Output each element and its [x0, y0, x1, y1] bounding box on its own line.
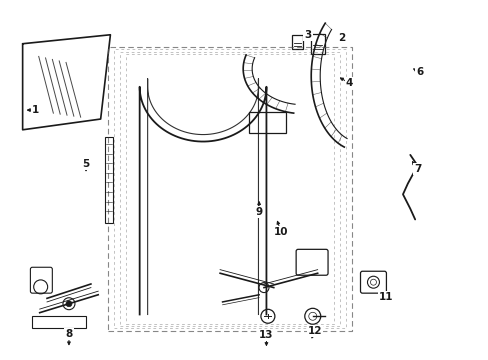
Text: 1: 1: [32, 105, 40, 115]
Text: 13: 13: [259, 330, 273, 340]
Text: 4: 4: [345, 78, 352, 88]
Circle shape: [66, 301, 72, 307]
Text: 12: 12: [307, 325, 322, 336]
Text: 7: 7: [413, 164, 421, 174]
Text: 6: 6: [416, 67, 423, 77]
Bar: [32, 316, 86, 328]
FancyBboxPatch shape: [30, 267, 52, 293]
Bar: [291, 35, 302, 49]
FancyBboxPatch shape: [296, 249, 327, 275]
FancyBboxPatch shape: [360, 271, 386, 293]
Bar: [249, 112, 285, 134]
Text: 5: 5: [82, 159, 89, 169]
Bar: [104, 137, 112, 223]
Text: 10: 10: [273, 227, 288, 237]
Text: 9: 9: [255, 207, 262, 217]
Text: 2: 2: [338, 33, 345, 43]
Text: 11: 11: [378, 292, 392, 302]
Text: 3: 3: [304, 30, 311, 40]
Bar: [310, 34, 324, 54]
Text: 8: 8: [65, 329, 72, 339]
